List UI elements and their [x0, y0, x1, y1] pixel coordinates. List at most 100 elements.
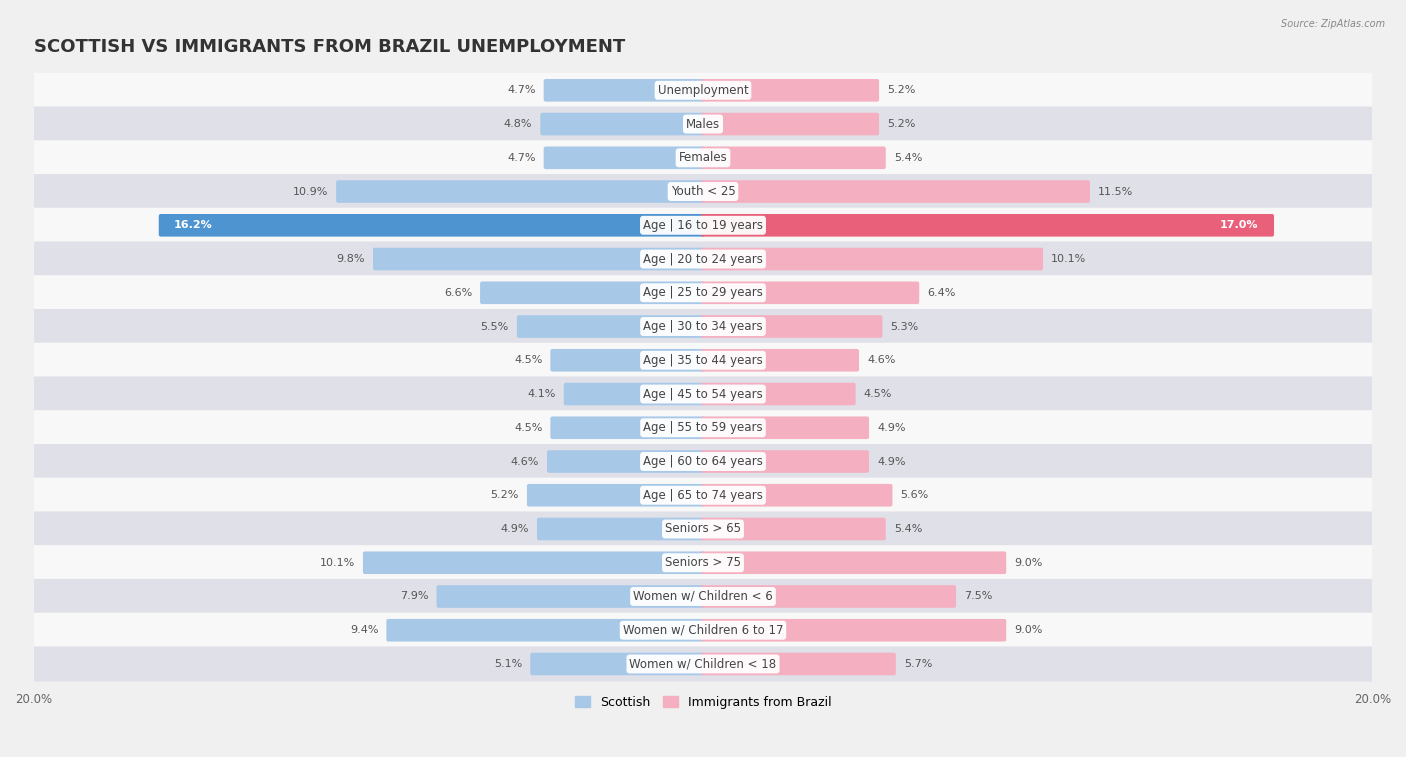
- FancyBboxPatch shape: [336, 180, 704, 203]
- Text: 10.1%: 10.1%: [1052, 254, 1087, 264]
- FancyBboxPatch shape: [702, 79, 879, 101]
- FancyBboxPatch shape: [702, 147, 886, 169]
- Text: Women w/ Children < 18: Women w/ Children < 18: [630, 658, 776, 671]
- FancyBboxPatch shape: [544, 79, 704, 101]
- Text: 5.6%: 5.6%: [900, 491, 929, 500]
- FancyBboxPatch shape: [702, 450, 869, 473]
- Text: 4.9%: 4.9%: [501, 524, 529, 534]
- Text: 10.9%: 10.9%: [292, 186, 328, 197]
- FancyBboxPatch shape: [702, 349, 859, 372]
- FancyBboxPatch shape: [32, 276, 1374, 310]
- FancyBboxPatch shape: [32, 107, 1374, 142]
- FancyBboxPatch shape: [530, 653, 704, 675]
- Text: 5.2%: 5.2%: [887, 86, 915, 95]
- FancyBboxPatch shape: [159, 214, 704, 237]
- FancyBboxPatch shape: [363, 551, 704, 574]
- Text: 4.5%: 4.5%: [515, 355, 543, 366]
- Text: 4.8%: 4.8%: [503, 119, 533, 129]
- FancyBboxPatch shape: [517, 315, 704, 338]
- Text: 10.1%: 10.1%: [319, 558, 354, 568]
- FancyBboxPatch shape: [544, 147, 704, 169]
- Text: 6.6%: 6.6%: [444, 288, 472, 298]
- FancyBboxPatch shape: [32, 612, 1374, 648]
- FancyBboxPatch shape: [32, 343, 1374, 378]
- Text: 4.9%: 4.9%: [877, 422, 905, 433]
- FancyBboxPatch shape: [702, 518, 886, 540]
- Text: Unemployment: Unemployment: [658, 84, 748, 97]
- Text: 7.9%: 7.9%: [401, 591, 429, 602]
- FancyBboxPatch shape: [537, 518, 704, 540]
- Text: Women w/ Children 6 to 17: Women w/ Children 6 to 17: [623, 624, 783, 637]
- FancyBboxPatch shape: [32, 376, 1374, 412]
- FancyBboxPatch shape: [437, 585, 704, 608]
- Text: Age | 60 to 64 years: Age | 60 to 64 years: [643, 455, 763, 468]
- Text: 5.7%: 5.7%: [904, 659, 932, 669]
- Text: 4.7%: 4.7%: [508, 153, 536, 163]
- FancyBboxPatch shape: [702, 383, 856, 405]
- Text: 5.2%: 5.2%: [887, 119, 915, 129]
- FancyBboxPatch shape: [527, 484, 704, 506]
- FancyBboxPatch shape: [564, 383, 704, 405]
- FancyBboxPatch shape: [702, 248, 1043, 270]
- Text: Seniors > 65: Seniors > 65: [665, 522, 741, 535]
- FancyBboxPatch shape: [479, 282, 704, 304]
- FancyBboxPatch shape: [702, 551, 1007, 574]
- Text: 9.0%: 9.0%: [1014, 558, 1043, 568]
- FancyBboxPatch shape: [32, 174, 1374, 209]
- Text: 9.0%: 9.0%: [1014, 625, 1043, 635]
- FancyBboxPatch shape: [32, 478, 1374, 512]
- Text: 4.9%: 4.9%: [877, 456, 905, 466]
- Text: Women w/ Children < 6: Women w/ Children < 6: [633, 590, 773, 603]
- FancyBboxPatch shape: [540, 113, 704, 136]
- FancyBboxPatch shape: [387, 619, 704, 641]
- Text: 5.2%: 5.2%: [491, 491, 519, 500]
- FancyBboxPatch shape: [702, 315, 883, 338]
- FancyBboxPatch shape: [702, 484, 893, 506]
- FancyBboxPatch shape: [702, 282, 920, 304]
- Text: Females: Females: [679, 151, 727, 164]
- Text: Age | 25 to 29 years: Age | 25 to 29 years: [643, 286, 763, 299]
- FancyBboxPatch shape: [373, 248, 704, 270]
- FancyBboxPatch shape: [702, 214, 1274, 237]
- FancyBboxPatch shape: [32, 73, 1374, 107]
- FancyBboxPatch shape: [702, 585, 956, 608]
- Text: 9.8%: 9.8%: [336, 254, 366, 264]
- FancyBboxPatch shape: [550, 349, 704, 372]
- Text: 6.4%: 6.4%: [928, 288, 956, 298]
- FancyBboxPatch shape: [702, 619, 1007, 641]
- Text: Age | 16 to 19 years: Age | 16 to 19 years: [643, 219, 763, 232]
- Text: 4.6%: 4.6%: [510, 456, 538, 466]
- FancyBboxPatch shape: [550, 416, 704, 439]
- FancyBboxPatch shape: [32, 410, 1374, 445]
- FancyBboxPatch shape: [702, 113, 879, 136]
- FancyBboxPatch shape: [32, 545, 1374, 581]
- Text: Males: Males: [686, 117, 720, 130]
- Text: 9.4%: 9.4%: [350, 625, 378, 635]
- Text: 7.5%: 7.5%: [965, 591, 993, 602]
- Text: Age | 45 to 54 years: Age | 45 to 54 years: [643, 388, 763, 400]
- Text: Youth < 25: Youth < 25: [671, 185, 735, 198]
- Text: 5.5%: 5.5%: [481, 322, 509, 332]
- FancyBboxPatch shape: [32, 646, 1374, 681]
- FancyBboxPatch shape: [32, 207, 1374, 243]
- Text: 4.1%: 4.1%: [527, 389, 555, 399]
- Text: Seniors > 75: Seniors > 75: [665, 556, 741, 569]
- Text: Age | 35 to 44 years: Age | 35 to 44 years: [643, 354, 763, 367]
- Legend: Scottish, Immigrants from Brazil: Scottish, Immigrants from Brazil: [569, 690, 837, 714]
- Text: Age | 30 to 34 years: Age | 30 to 34 years: [643, 320, 763, 333]
- Text: 4.6%: 4.6%: [868, 355, 896, 366]
- FancyBboxPatch shape: [702, 416, 869, 439]
- Text: 17.0%: 17.0%: [1220, 220, 1258, 230]
- Text: Source: ZipAtlas.com: Source: ZipAtlas.com: [1281, 19, 1385, 29]
- Text: 11.5%: 11.5%: [1098, 186, 1133, 197]
- FancyBboxPatch shape: [32, 140, 1374, 176]
- Text: 4.5%: 4.5%: [863, 389, 891, 399]
- FancyBboxPatch shape: [32, 241, 1374, 276]
- FancyBboxPatch shape: [32, 579, 1374, 614]
- FancyBboxPatch shape: [32, 444, 1374, 479]
- Text: 5.3%: 5.3%: [890, 322, 918, 332]
- Text: Age | 20 to 24 years: Age | 20 to 24 years: [643, 253, 763, 266]
- FancyBboxPatch shape: [702, 653, 896, 675]
- Text: 5.4%: 5.4%: [894, 524, 922, 534]
- Text: Age | 55 to 59 years: Age | 55 to 59 years: [643, 421, 763, 435]
